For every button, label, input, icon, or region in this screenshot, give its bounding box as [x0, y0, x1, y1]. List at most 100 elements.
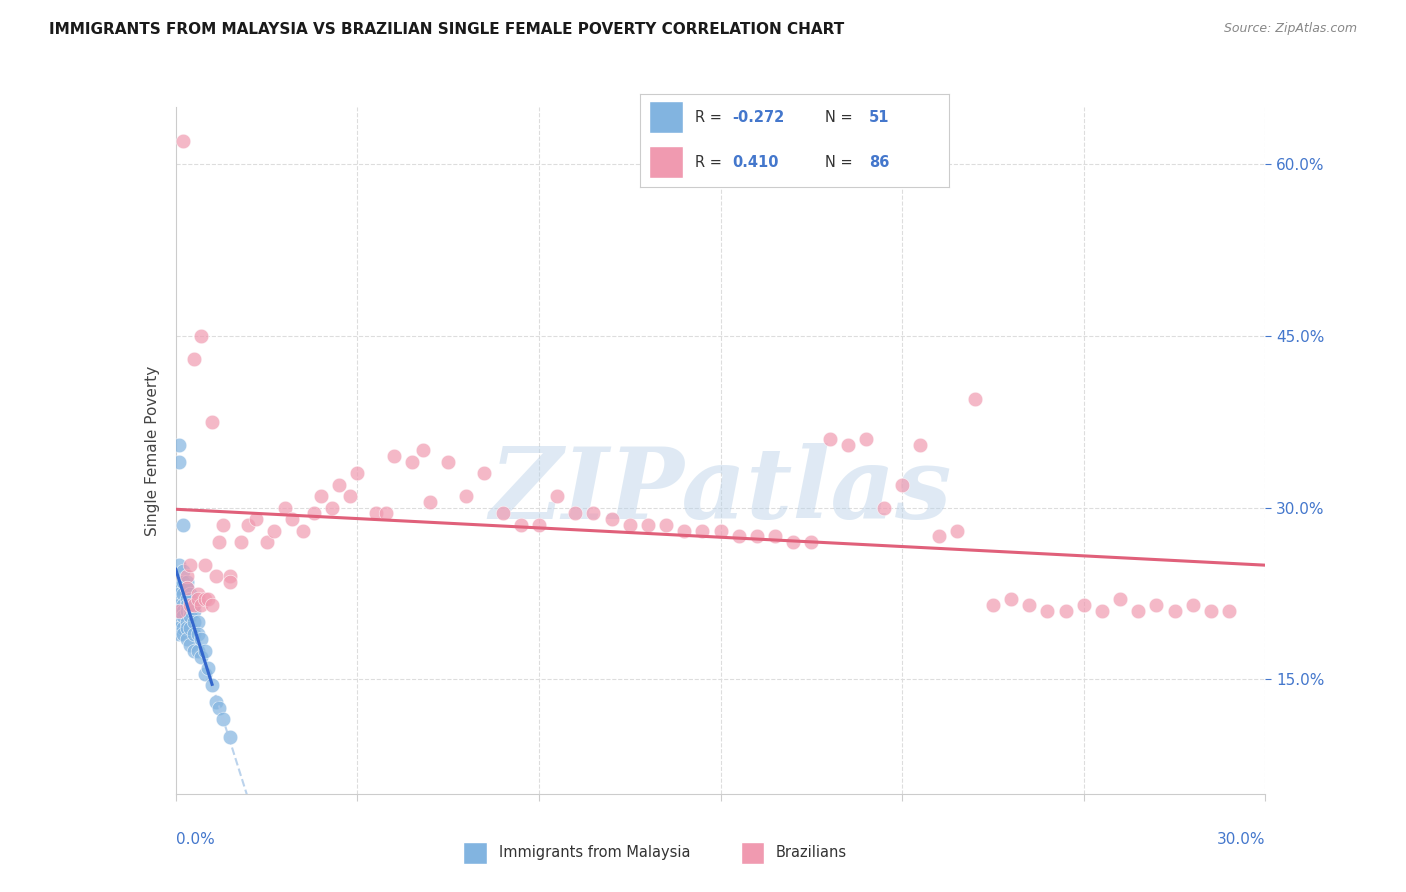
Point — [179, 558, 201, 572]
Point — [1218, 604, 1240, 618]
Text: 0.410: 0.410 — [733, 154, 779, 169]
Point — [364, 507, 387, 521]
Point — [1128, 604, 1150, 618]
Point — [169, 598, 191, 612]
Point — [186, 586, 209, 600]
Point — [1054, 604, 1077, 618]
Point — [183, 615, 205, 630]
Point — [169, 615, 191, 630]
Point — [1018, 598, 1040, 612]
Point — [231, 535, 253, 549]
Point — [169, 604, 191, 618]
Text: ZIPatlas: ZIPatlas — [489, 443, 952, 540]
Text: 51: 51 — [869, 110, 889, 125]
Text: R =: R = — [696, 154, 731, 169]
Point — [763, 529, 786, 543]
Point — [800, 535, 823, 549]
Point — [194, 592, 217, 607]
Point — [1109, 592, 1132, 607]
Bar — [741, 842, 765, 863]
Point — [183, 626, 205, 640]
Point — [169, 621, 191, 635]
Point — [176, 569, 198, 583]
Point — [945, 524, 967, 538]
Point — [818, 432, 841, 446]
Point — [179, 638, 201, 652]
Point — [172, 598, 194, 612]
Point — [873, 500, 896, 515]
Point — [172, 604, 194, 618]
Point — [172, 626, 194, 640]
Point — [855, 432, 877, 446]
Point — [186, 615, 209, 630]
Point — [172, 586, 194, 600]
Point — [837, 438, 859, 452]
Point — [456, 489, 478, 503]
Point — [981, 598, 1004, 612]
Point — [194, 666, 217, 681]
Point — [176, 598, 198, 612]
Point — [172, 609, 194, 624]
Point — [419, 495, 441, 509]
Point — [201, 598, 224, 612]
Point — [190, 598, 212, 612]
Point — [245, 512, 267, 526]
Point — [179, 621, 201, 635]
Point — [176, 581, 198, 595]
Point — [1073, 598, 1095, 612]
Point — [727, 529, 749, 543]
Bar — [650, 101, 683, 133]
Point — [782, 535, 804, 549]
Point — [1000, 592, 1022, 607]
Point — [291, 524, 314, 538]
Point — [176, 592, 198, 607]
Point — [179, 586, 201, 600]
Point — [186, 592, 209, 607]
Point — [273, 500, 295, 515]
Point — [204, 569, 226, 583]
Point — [172, 575, 194, 590]
Point — [619, 517, 641, 532]
Point — [201, 678, 224, 692]
Point — [564, 507, 586, 521]
Point — [963, 392, 986, 406]
Point — [212, 517, 235, 532]
Text: N =: N = — [825, 110, 858, 125]
Bar — [463, 842, 486, 863]
Point — [186, 626, 209, 640]
Point — [437, 455, 460, 469]
Point — [176, 621, 198, 635]
Point — [346, 467, 368, 481]
Point — [339, 489, 361, 503]
Point — [172, 621, 194, 635]
Text: -0.272: -0.272 — [733, 110, 785, 125]
Point — [169, 586, 191, 600]
Point — [176, 604, 198, 618]
Point — [169, 581, 191, 595]
Point — [527, 517, 550, 532]
Point — [197, 592, 219, 607]
Point — [176, 632, 198, 647]
Point — [179, 592, 201, 607]
Bar — [650, 146, 683, 178]
Point — [655, 517, 678, 532]
Text: 30.0%: 30.0% — [1218, 831, 1265, 847]
Point — [302, 507, 325, 521]
Point — [183, 598, 205, 612]
Point — [169, 455, 191, 469]
Point — [194, 644, 217, 658]
Point — [1144, 598, 1167, 612]
Point — [928, 529, 950, 543]
Point — [1181, 598, 1204, 612]
Point — [309, 489, 332, 503]
Point — [474, 467, 496, 481]
Point — [910, 438, 932, 452]
Point — [673, 524, 696, 538]
Point — [183, 644, 205, 658]
Point — [382, 449, 405, 463]
Point — [412, 443, 434, 458]
Point — [208, 701, 231, 715]
Point — [745, 529, 768, 543]
Point — [169, 438, 191, 452]
Point — [172, 134, 194, 148]
